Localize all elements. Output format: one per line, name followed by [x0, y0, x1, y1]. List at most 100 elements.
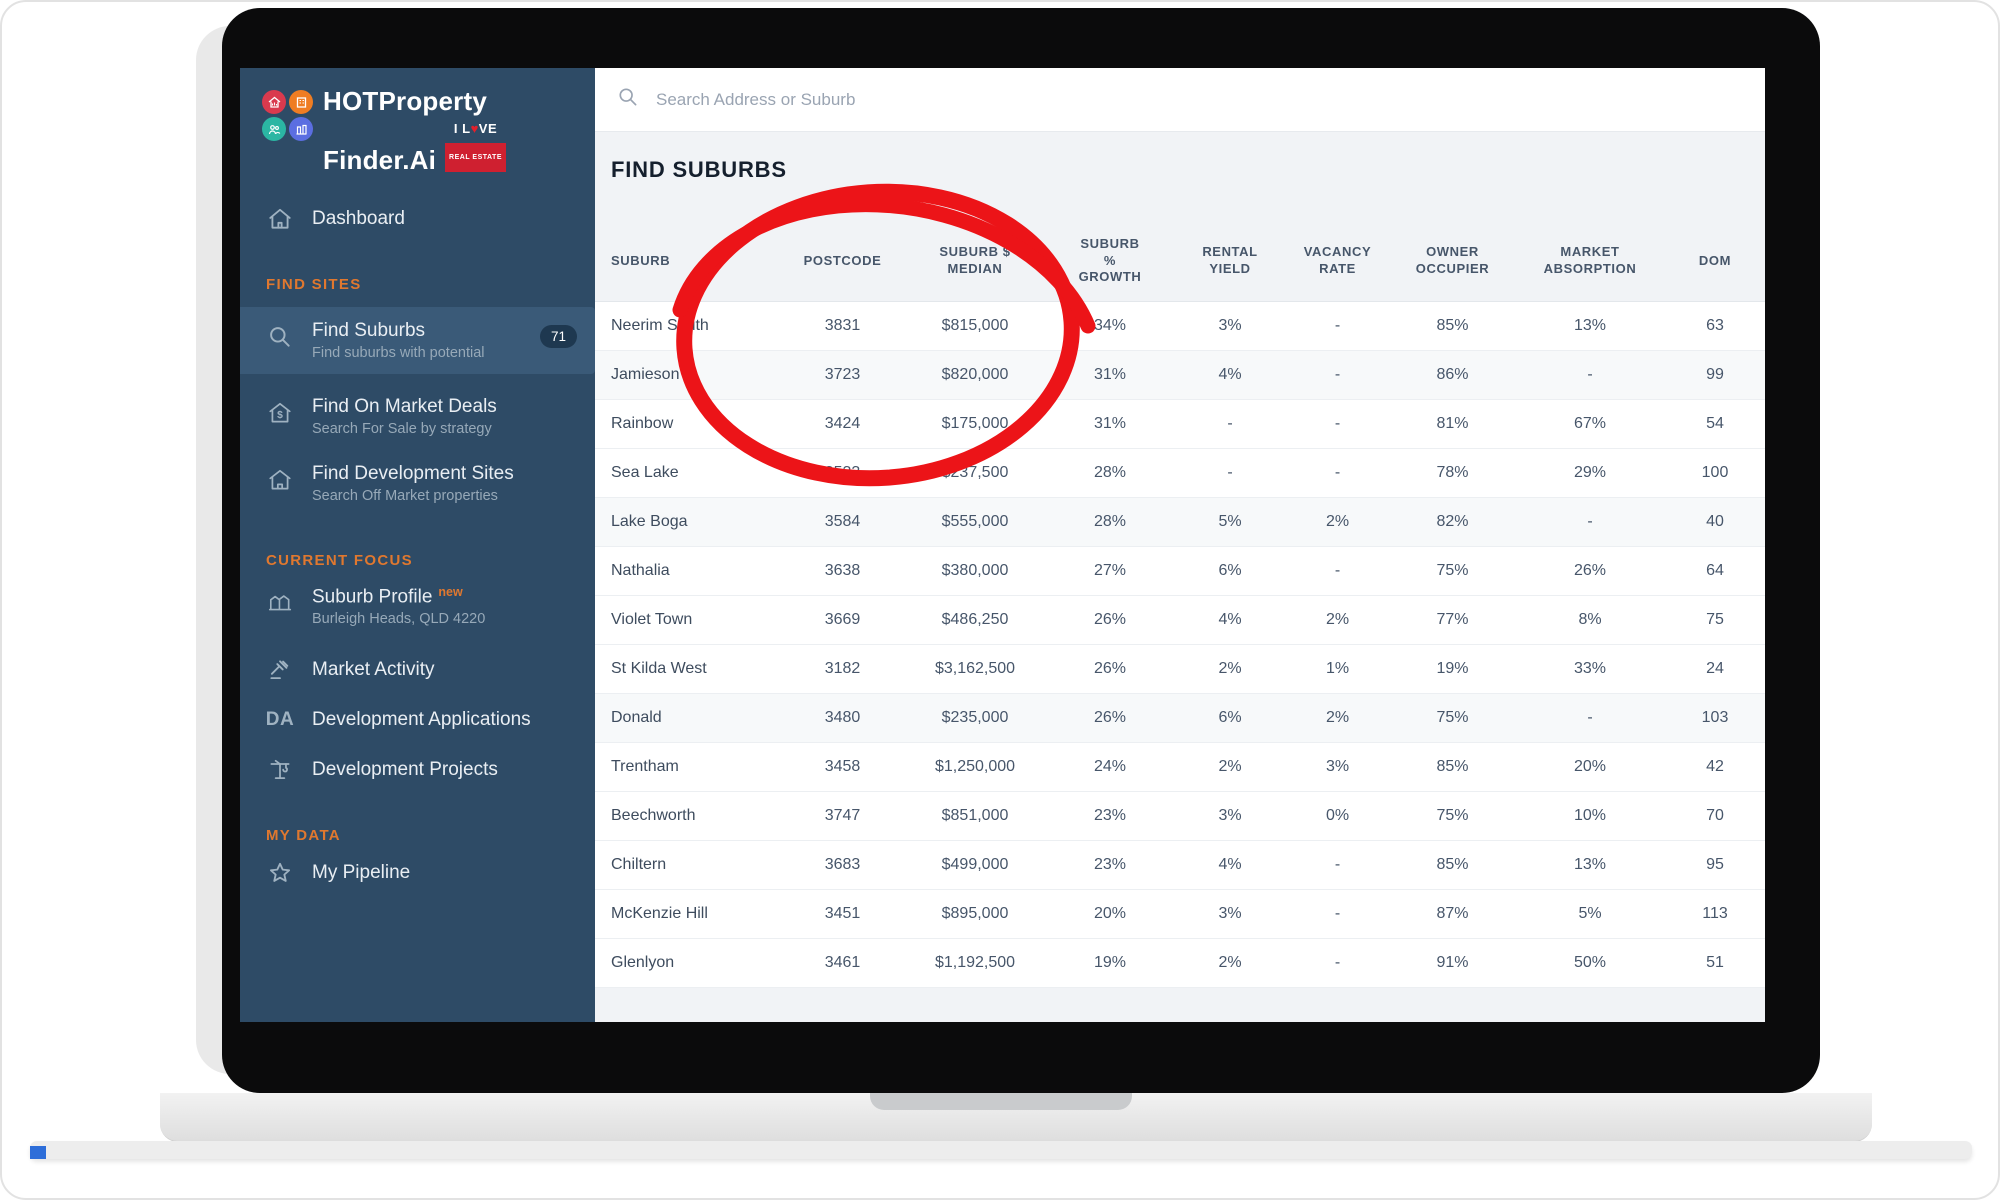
cell-dom: 75	[1706, 611, 1724, 628]
sidebar-item-label: Suburb Profile	[312, 586, 433, 608]
cell-rental-yield: 2%	[1218, 660, 1242, 677]
cell-suburb-median: $499,000	[941, 856, 1009, 873]
cell-postcode: 3831	[824, 317, 861, 334]
sidebar-item-label: Development Projects	[312, 759, 498, 781]
cell-owner-occupier: 75%	[1436, 709, 1469, 726]
i-love-real-estate-badge: I L♥VE REAL ESTATE	[445, 115, 506, 172]
new-tag: new	[438, 585, 463, 599]
table-row[interactable]: Beechworth 3747 $851,000 23% 3% 0% 75% 1…	[595, 792, 1765, 841]
cell-suburb: Rainbow	[611, 415, 674, 432]
cell-suburb-median: $380,000	[941, 562, 1009, 579]
cell-vacancy-rate: -	[1334, 464, 1341, 481]
table-row[interactable]: Trentham 3458 $1,250,000 24% 2% 3% 85% 2…	[595, 743, 1765, 792]
cell-vacancy-rate: -	[1334, 856, 1341, 873]
heart-icon: ♥	[470, 121, 479, 136]
cell-dom: 95	[1706, 856, 1724, 873]
cell-postcode: 3669	[824, 611, 861, 628]
cell-suburb-growth: 20%	[1093, 905, 1127, 922]
sidebar-item-label: Find On Market Deals	[312, 396, 497, 417]
table-row[interactable]: Glenlyon 3461 $1,192,500 19% 2% - 91% 50…	[595, 939, 1765, 988]
search-icon	[617, 86, 639, 113]
column-header[interactable]: SUBURB	[611, 252, 671, 268]
column-header[interactable]: POSTCODE	[803, 252, 882, 268]
sidebar-item-my-pipeline[interactable]: My Pipeline	[240, 860, 595, 886]
cell-owner-occupier: 75%	[1436, 562, 1469, 579]
sidebar-item-label: Dashboard	[312, 208, 405, 229]
cell-dom: 40	[1706, 513, 1724, 530]
cell-rental-yield: 4%	[1218, 366, 1242, 383]
cell-market-absorption: -	[1587, 366, 1593, 383]
cell-dom: 63	[1706, 317, 1724, 334]
cell-market-absorption: -	[1587, 709, 1593, 726]
cell-owner-occupier: 85%	[1436, 758, 1469, 775]
laptop-base-strip	[30, 1141, 1972, 1159]
search-bar	[595, 68, 1765, 132]
logo-house-chart-icon	[262, 90, 286, 114]
cell-market-absorption: 67%	[1573, 415, 1607, 432]
column-header[interactable]: DOM	[1698, 252, 1732, 268]
gavel-icon	[266, 657, 294, 683]
cell-suburb: St Kilda West	[611, 660, 707, 677]
column-header[interactable]: VACANCY RATE	[1303, 244, 1372, 276]
cell-suburb-median: $820,000	[941, 366, 1009, 383]
cell-owner-occupier: 85%	[1436, 856, 1469, 873]
cell-owner-occupier: 82%	[1436, 513, 1469, 530]
cell-dom: 42	[1706, 758, 1724, 775]
cell-suburb: Violet Town	[611, 611, 693, 628]
column-header[interactable]: SUBURB $ MEDIAN	[939, 244, 1011, 276]
table-row[interactable]: Chiltern 3683 $499,000 23% 4% - 85% 13% …	[595, 841, 1765, 890]
sidebar-item-find-on-market-deals[interactable]: $ Find On Market Deals Search For Sale b…	[240, 392, 595, 441]
column-header[interactable]: MARKET ABSORPTION	[1543, 244, 1637, 276]
cell-market-absorption: 8%	[1578, 611, 1602, 628]
cell-vacancy-rate: 2%	[1325, 611, 1350, 628]
table-row[interactable]: Rainbow 3424 $175,000 31% - - 81% 67% 54	[595, 400, 1765, 449]
cell-rental-yield: 2%	[1218, 758, 1242, 775]
sidebar-item-development-applications[interactable]: DA Development Applications	[240, 709, 595, 731]
table-row[interactable]: Neerim South 3831 $815,000 34% 3% - 85% …	[595, 302, 1765, 351]
search-input[interactable]	[654, 88, 1358, 111]
table-row[interactable]: St Kilda West 3182 $3,162,500 26% 2% 1% …	[595, 645, 1765, 694]
sidebar-item-suburb-profile[interactable]: Suburb Profile new Burleigh Heads, QLD 42…	[240, 581, 595, 631]
column-header[interactable]: OWNER OCCUPIER	[1415, 244, 1490, 276]
cell-rental-yield: 3%	[1218, 317, 1242, 334]
cell-owner-occupier: 19%	[1436, 660, 1469, 677]
table-row[interactable]: Jamieson 3723 $820,000 31% 4% - 86% - 99	[595, 351, 1765, 400]
cell-market-absorption: 26%	[1573, 562, 1607, 579]
sidebar: HOTProperty Finder.Ai I L♥VE REAL ESTATE…	[240, 68, 595, 1022]
table-row[interactable]: McKenzie Hill 3451 $895,000 20% 3% - 87%…	[595, 890, 1765, 939]
cell-owner-occupier: 75%	[1436, 807, 1469, 824]
cell-dom: 99	[1706, 366, 1724, 383]
cell-suburb-median: $175,000	[941, 415, 1009, 432]
logo-city-icon	[289, 117, 313, 141]
table-row[interactable]: Lake Boga 3584 $555,000 28% 5% 2% 82% - …	[595, 498, 1765, 547]
column-header[interactable]: SUBURB % GROWTH	[1078, 235, 1142, 285]
sidebar-item-market-activity[interactable]: Market Activity	[240, 657, 595, 683]
cell-suburb-median: $851,000	[941, 807, 1009, 824]
crane-icon	[266, 757, 294, 783]
cell-suburb: McKenzie Hill	[611, 905, 708, 922]
main-content: FIND SUBURBS SUBURB POSTCODE SUBURB $ MEDI…	[595, 68, 1765, 1022]
sidebar-item-find-suburbs[interactable]: Find Suburbs Find suburbs with potential…	[240, 307, 595, 374]
cell-vacancy-rate: -	[1334, 366, 1341, 383]
cell-suburb: Chiltern	[611, 856, 667, 873]
cell-dom: 54	[1706, 415, 1724, 432]
cell-suburb: Beechworth	[611, 807, 696, 824]
table-row[interactable]: Sea Lake 3533 $237,500 28% - - 78% 29% 1…	[595, 449, 1765, 498]
cell-market-absorption: 5%	[1578, 905, 1602, 922]
cell-owner-occupier: 81%	[1436, 415, 1469, 432]
sidebar-item-find-development-sites[interactable]: Find Development Sites Search Off Market…	[240, 459, 595, 508]
cell-suburb-median: $3,162,500	[934, 660, 1016, 677]
ilre-top-text: I L♥VE	[453, 121, 498, 136]
column-header[interactable]: RENTAL YIELD	[1202, 244, 1258, 276]
cell-vacancy-rate: -	[1334, 905, 1341, 922]
cell-vacancy-rate: 3%	[1325, 758, 1350, 775]
sidebar-item-dashboard[interactable]: Dashboard	[240, 206, 595, 232]
sidebar-item-development-projects[interactable]: Development Projects	[240, 757, 595, 783]
table-row[interactable]: Nathalia 3638 $380,000 27% 6% - 75% 26% …	[595, 547, 1765, 596]
table-row[interactable]: Donald 3480 $235,000 26% 6% 2% 75% - 103	[595, 694, 1765, 743]
table-row[interactable]: Violet Town 3669 $486,250 26% 4% 2% 77% …	[595, 596, 1765, 645]
cell-suburb: Nathalia	[611, 562, 670, 579]
cell-rental-yield: 3%	[1218, 807, 1242, 824]
home-icon	[266, 206, 294, 232]
cell-rental-yield: -	[1227, 415, 1233, 432]
